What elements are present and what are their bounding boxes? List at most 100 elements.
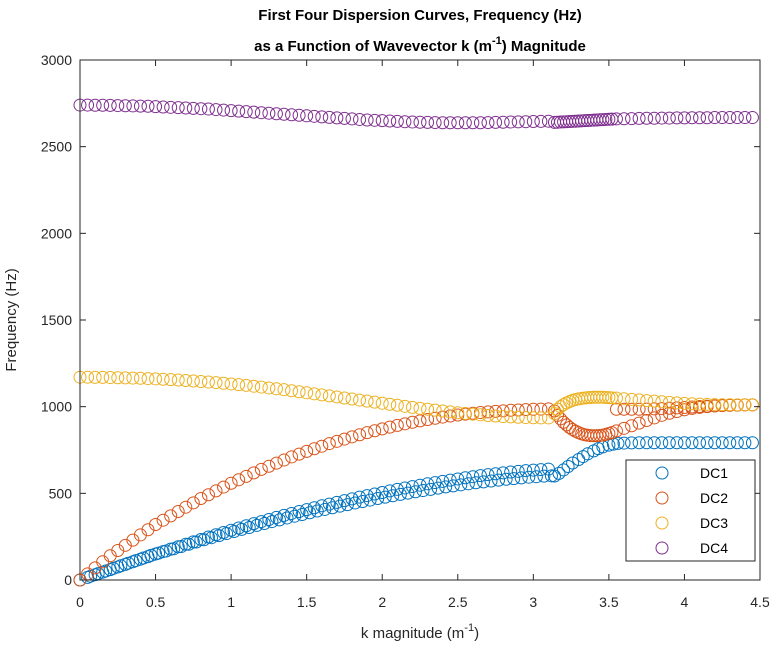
point-dc1 [677, 436, 691, 450]
point-dc3 [405, 400, 419, 414]
point-dc1 [325, 501, 339, 515]
point-dc4 [625, 112, 639, 126]
legend-label-dc2: DC2 [700, 490, 728, 506]
point-dc1 [285, 506, 299, 520]
point-dc4 [413, 115, 427, 129]
point-dc1 [295, 507, 309, 521]
point-dc1 [446, 479, 460, 493]
point-dc4 [390, 114, 404, 128]
point-dc4 [360, 113, 374, 127]
x-tick-label: 0.5 [146, 594, 166, 610]
point-dc1 [611, 436, 625, 450]
legend-marker-dc2 [655, 491, 669, 505]
point-dc4 [111, 99, 125, 113]
point-dc3 [413, 401, 427, 415]
point-dc4 [730, 111, 744, 125]
point-dc2 [307, 442, 321, 456]
point-dc2 [186, 496, 200, 510]
point-dc2 [670, 405, 684, 419]
point-dc1 [499, 472, 513, 486]
point-dc2 [443, 409, 457, 423]
point-dc4 [239, 105, 253, 119]
point-dc2 [640, 402, 654, 416]
point-dc3 [496, 410, 510, 424]
point-dc2 [111, 544, 125, 558]
point-dc1 [348, 496, 362, 510]
point-dc4 [617, 112, 631, 126]
point-dc3 [617, 392, 631, 406]
point-dc1 [303, 506, 317, 520]
point-dc2 [126, 533, 140, 547]
point-dc4 [194, 102, 208, 116]
point-dc2 [617, 421, 631, 435]
point-dc3 [609, 391, 623, 405]
point-dc1 [537, 469, 551, 483]
point-dc3 [647, 394, 661, 408]
point-dc2 [519, 403, 533, 417]
point-dc2 [632, 416, 646, 430]
point-dc1 [371, 492, 385, 506]
point-dc4 [526, 115, 540, 129]
point-dc3 [194, 375, 208, 389]
point-dc4 [209, 103, 223, 117]
y-tick-label: 2000 [41, 225, 72, 241]
point-dc1 [632, 436, 646, 450]
point-dc1 [262, 513, 276, 527]
point-dc1 [504, 465, 518, 479]
chart-title-superscript: -1 [492, 35, 502, 47]
point-dc3 [224, 377, 238, 391]
point-dc1 [129, 554, 143, 568]
y-tick-label: 500 [49, 485, 73, 501]
point-dc2 [489, 404, 503, 418]
point-dc4 [315, 110, 329, 124]
point-dc1 [121, 556, 135, 570]
point-dc3 [526, 411, 540, 425]
point-dc2 [647, 411, 661, 425]
point-dc1 [544, 469, 558, 483]
point-dc2 [566, 423, 580, 437]
point-dc4 [103, 98, 117, 112]
point-dc3 [436, 404, 450, 418]
point-dc4 [133, 99, 147, 113]
point-dc2 [149, 518, 163, 532]
y-tick-label: 1500 [41, 312, 72, 328]
point-dc2 [360, 426, 374, 440]
point-dc1 [250, 518, 264, 532]
point-dc3 [186, 374, 200, 388]
point-dc1 [265, 515, 279, 529]
point-dc4 [383, 114, 397, 128]
point-dc1 [416, 484, 430, 498]
point-dc3 [693, 397, 707, 411]
point-dc4 [519, 115, 533, 129]
point-dc4 [171, 101, 185, 115]
point-dc3 [715, 398, 729, 412]
point-dc3 [504, 410, 518, 424]
point-dc4 [277, 107, 291, 121]
point-dc1 [257, 516, 271, 530]
point-dc1 [492, 473, 506, 487]
x-tick-label: 2.5 [448, 594, 468, 610]
point-dc3 [88, 370, 102, 384]
point-dc1 [647, 436, 661, 450]
point-dc1 [581, 447, 595, 461]
point-dc3 [141, 372, 155, 386]
point-dc4 [481, 116, 495, 130]
point-dc2 [383, 420, 397, 434]
point-dc3 [602, 391, 616, 405]
point-dc1 [220, 527, 234, 541]
point-dc1 [247, 517, 261, 531]
x-tick-label: 1 [227, 594, 235, 610]
point-dc4 [149, 100, 163, 114]
point-dc1 [625, 436, 639, 450]
point-dc4 [685, 111, 699, 125]
point-dc1 [715, 436, 729, 450]
point-dc4 [599, 112, 613, 126]
point-dc1 [534, 463, 548, 477]
point-dc4 [677, 111, 691, 125]
point-dc4 [217, 103, 231, 117]
point-dc3 [247, 379, 261, 393]
point-dc4 [670, 111, 684, 125]
point-dc4 [164, 100, 178, 114]
point-dc1 [378, 490, 392, 504]
point-dc4 [179, 101, 193, 115]
